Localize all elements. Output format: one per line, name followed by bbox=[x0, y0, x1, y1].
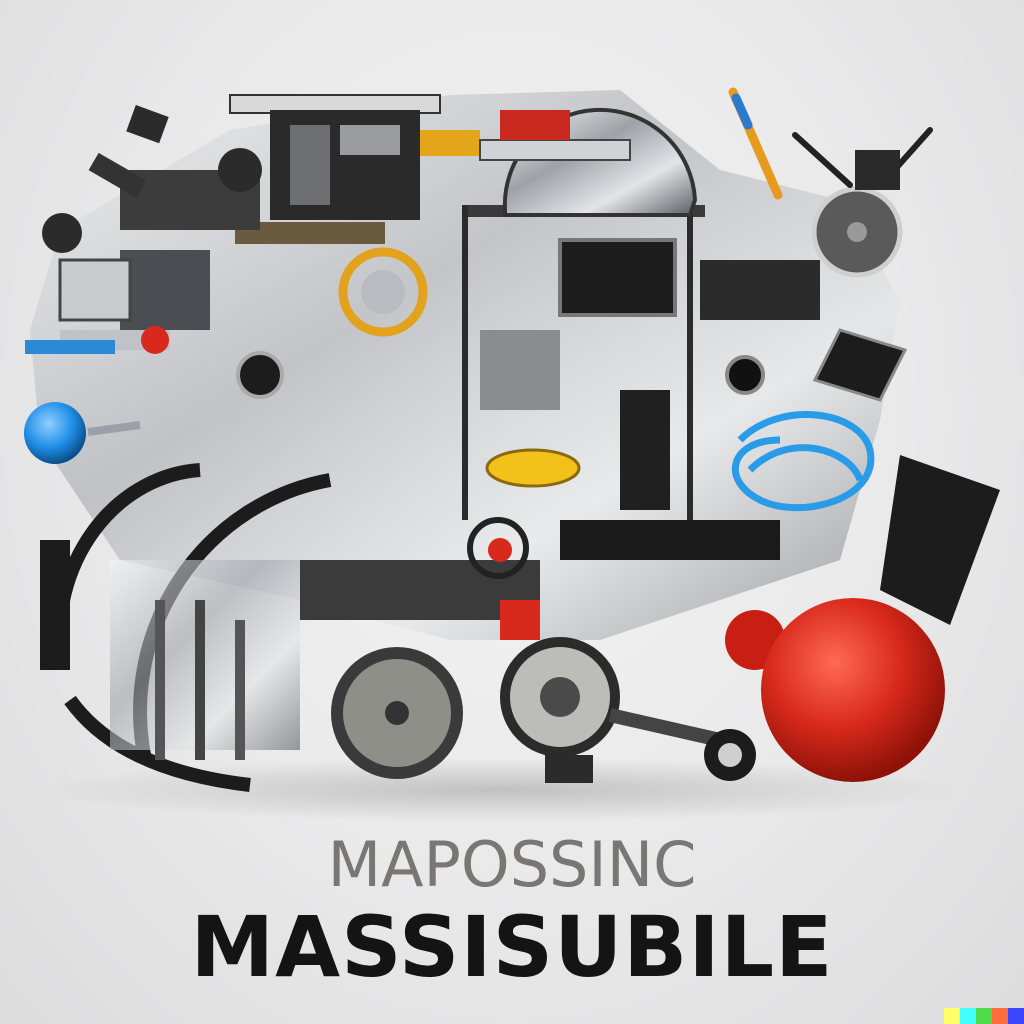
watermark-swatch bbox=[960, 1008, 976, 1024]
caster-wheel bbox=[545, 708, 756, 783]
floating-part bbox=[126, 105, 169, 144]
blue-tube-coil bbox=[731, 411, 875, 512]
small-wheel-left bbox=[331, 647, 463, 779]
watermark-swatch bbox=[944, 1008, 960, 1024]
watermark-swatch bbox=[976, 1008, 992, 1024]
blue-ball bbox=[24, 402, 86, 464]
red-ball bbox=[761, 598, 945, 782]
machine-body bbox=[25, 90, 900, 640]
antenna-arms bbox=[792, 127, 933, 190]
black-panel bbox=[880, 455, 1000, 625]
watermark-swatch bbox=[992, 1008, 1008, 1024]
gold-ring-part bbox=[338, 247, 428, 337]
large-wheel bbox=[40, 463, 332, 792]
color-strip-watermark bbox=[944, 1008, 1024, 1024]
watermark-swatch bbox=[1008, 1008, 1024, 1024]
small-wheel-right bbox=[500, 637, 620, 757]
caption-title: MASSISUBILE bbox=[190, 898, 834, 996]
dome-housing bbox=[479, 107, 698, 217]
caption-subtitle: MAPOSSINC bbox=[327, 828, 697, 901]
yellow-lid bbox=[485, 448, 581, 488]
